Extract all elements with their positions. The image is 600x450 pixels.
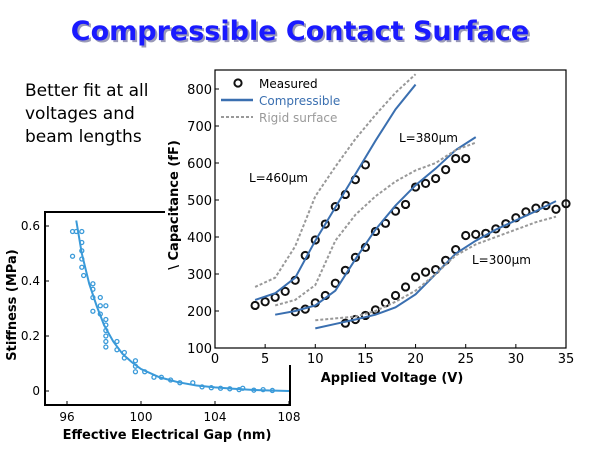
- legend-measured: Measured: [259, 77, 318, 91]
- measured-point: [461, 153, 471, 164]
- y-tick-label: 400: [187, 231, 212, 246]
- fit-line: [75, 220, 290, 392]
- compressible-line: [254, 83, 417, 301]
- measured-point: [551, 204, 561, 214]
- measured-point: [431, 173, 441, 184]
- measured-point: [421, 267, 431, 277]
- data-point: [103, 316, 109, 323]
- data-point: [132, 369, 139, 375]
- measured-point: [250, 300, 260, 311]
- data-point: [81, 272, 87, 279]
- x-tick-label: 96: [59, 410, 74, 424]
- legend-rigid: Rigid surface: [259, 111, 337, 125]
- y-tick-label: 300: [187, 268, 212, 283]
- data-point: [103, 344, 109, 350]
- measured-point: [421, 178, 431, 188]
- x-tick-label: 30: [508, 352, 525, 367]
- measured-point: [461, 230, 471, 241]
- data-point: [114, 338, 120, 345]
- measured-point: [541, 200, 551, 211]
- legend-measured-marker: [233, 78, 243, 88]
- y-tick-label: 0.6: [21, 219, 40, 233]
- data-point: [103, 303, 109, 309]
- data-point: [79, 228, 85, 235]
- x-tick-label: 25: [457, 352, 474, 367]
- x-axis-label: Applied Voltage (V): [321, 371, 464, 386]
- measured-point: [330, 202, 340, 212]
- measured-point: [320, 219, 330, 229]
- y-tick-label: 800: [187, 83, 212, 98]
- x-tick-label: 5: [261, 352, 269, 367]
- data-point: [132, 358, 139, 364]
- measured-point: [451, 153, 461, 164]
- curve-label: L=300µm: [472, 253, 531, 267]
- plot-frame: [214, 69, 567, 349]
- measured-point: [410, 272, 421, 282]
- x-axis-label: Effective Electrical Gap (nm): [63, 428, 272, 443]
- y-axis-label: \ Capacitance (fF): [167, 140, 182, 270]
- data-point: [90, 281, 96, 287]
- measured-point: [441, 165, 451, 175]
- rigid-line: [274, 141, 477, 307]
- slide-note: Better fit at all voltages and beam leng…: [25, 81, 149, 147]
- x-tick-label: 10: [307, 352, 324, 367]
- measured-point: [370, 305, 381, 315]
- measured-point: [310, 235, 320, 245]
- legend-compressible: Compressible: [259, 94, 340, 108]
- y-tick-label: 200: [187, 305, 212, 320]
- x-tick-label: 108: [278, 410, 301, 424]
- x-tick-label: 100: [130, 410, 153, 424]
- y-axis-label: Stiffness (MPa): [5, 249, 20, 360]
- rigid-line: [315, 215, 557, 322]
- x-tick-label: 104: [204, 410, 227, 424]
- y-tick-label: 0: [32, 384, 40, 398]
- x-tick-label: 20: [407, 352, 424, 367]
- compressible-line: [274, 136, 477, 316]
- slide-title: Compressible Contact Surface: [70, 16, 530, 47]
- measured-point: [390, 290, 401, 301]
- measured-point: [260, 297, 270, 307]
- data-point: [79, 264, 85, 270]
- y-tick-label: 600: [187, 157, 212, 172]
- chart-panel-bottom: [300, 365, 600, 390]
- data-point: [103, 333, 109, 339]
- y-tick-label: 0.4: [21, 274, 40, 288]
- x-tick-label: 0: [211, 352, 219, 367]
- y-tick-label: 700: [187, 120, 212, 135]
- chart-panel: [165, 65, 600, 365]
- measured-point: [370, 226, 381, 237]
- data-point: [69, 253, 76, 259]
- measured-point: [280, 286, 290, 296]
- measured-point: [400, 282, 411, 292]
- x-tick-label: 35: [558, 352, 575, 367]
- data-point: [97, 303, 103, 309]
- data-point: [97, 294, 103, 301]
- y-tick-label: 500: [187, 194, 212, 209]
- y-tick-label: 0.2: [21, 329, 40, 343]
- x-tick-label: 15: [357, 352, 374, 367]
- measured-point: [410, 182, 421, 192]
- measured-point: [400, 199, 411, 210]
- curve-label: L=380µm: [399, 131, 458, 145]
- data-point: [90, 308, 96, 314]
- measured-point: [471, 229, 481, 240]
- data-point: [103, 338, 109, 345]
- curve-label: L=460µm: [249, 171, 308, 185]
- y-tick-label: 100: [187, 342, 212, 357]
- measured-point: [561, 199, 571, 209]
